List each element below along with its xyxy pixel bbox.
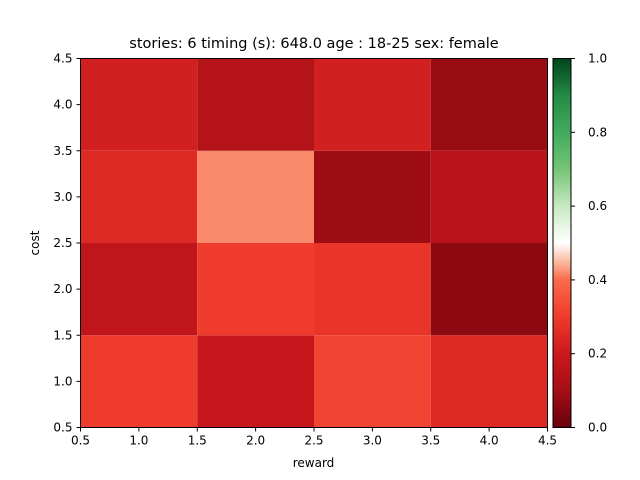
heatmap-cell <box>314 243 431 336</box>
heatmap-cells <box>80 58 548 428</box>
x-tick-label: 4.5 <box>538 434 557 448</box>
chart-title: stories: 6 timing (s): 648.0 age : 18-25… <box>129 36 498 52</box>
heatmap-cell <box>314 335 431 428</box>
colorbar-tick-label: 0.2 <box>588 347 607 361</box>
x-tick-label: 4.0 <box>480 434 499 448</box>
colorbar-tick-label: 1.0 <box>588 52 607 66</box>
colorbar-tick-label: 0.0 <box>588 421 607 435</box>
x-axis-ticks: 0.5 1.0 1.5 2.0 2.5 3.0 3.5 4.0 4.5 <box>71 427 557 448</box>
y-tick-label: 0.5 <box>53 421 72 435</box>
heatmap-cell <box>197 58 314 151</box>
heatmap-cell <box>430 150 548 243</box>
y-tick-label: 2.0 <box>53 282 72 296</box>
x-tick-label: 0.5 <box>71 434 90 448</box>
heatmap-cell <box>80 335 198 428</box>
heatmap-cell <box>197 335 314 428</box>
y-tick-label: 2.5 <box>53 236 72 250</box>
y-axis-ticks: 0.5 1.0 1.5 2.0 2.5 3.0 3.5 4.0 4.5 <box>53 52 81 435</box>
plot-frame <box>80 58 548 428</box>
colorbar-tick-label: 0.4 <box>588 273 607 287</box>
x-tick-label: 1.0 <box>129 434 148 448</box>
y-tick-label: 1.0 <box>53 374 72 388</box>
heatmap-cell <box>197 150 314 243</box>
colorbar-tick-label: 0.8 <box>588 125 607 139</box>
heatmap-cell <box>80 150 198 243</box>
y-tick-label: 1.5 <box>53 328 72 342</box>
heatmap-cell <box>430 58 548 151</box>
colorbar <box>552 58 572 428</box>
x-tick-label: 1.5 <box>188 434 207 448</box>
x-tick-label: 3.5 <box>421 434 440 448</box>
y-tick-label: 3.0 <box>53 190 72 204</box>
heatmap-cell <box>314 150 431 243</box>
heatmap-cell <box>80 243 198 336</box>
y-tick-label: 4.5 <box>53 52 72 66</box>
heatmap-cell <box>430 335 548 428</box>
heatmap-cell <box>197 243 314 336</box>
y-axis-label: cost <box>28 230 42 255</box>
x-tick-label: 2.5 <box>304 434 323 448</box>
x-tick-label: 3.0 <box>363 434 382 448</box>
y-tick-label: 3.5 <box>53 144 72 158</box>
heatmap-cell <box>314 58 431 151</box>
colorbar-ticks: 0.0 0.2 0.4 0.6 0.8 1.0 <box>571 52 607 435</box>
heatmap-cell <box>430 243 548 336</box>
heatmap-cell <box>80 58 198 151</box>
x-tick-label: 2.0 <box>246 434 265 448</box>
y-tick-label: 4.0 <box>53 98 72 112</box>
x-axis-label: reward <box>293 456 335 470</box>
colorbar-tick-label: 0.6 <box>588 199 607 213</box>
